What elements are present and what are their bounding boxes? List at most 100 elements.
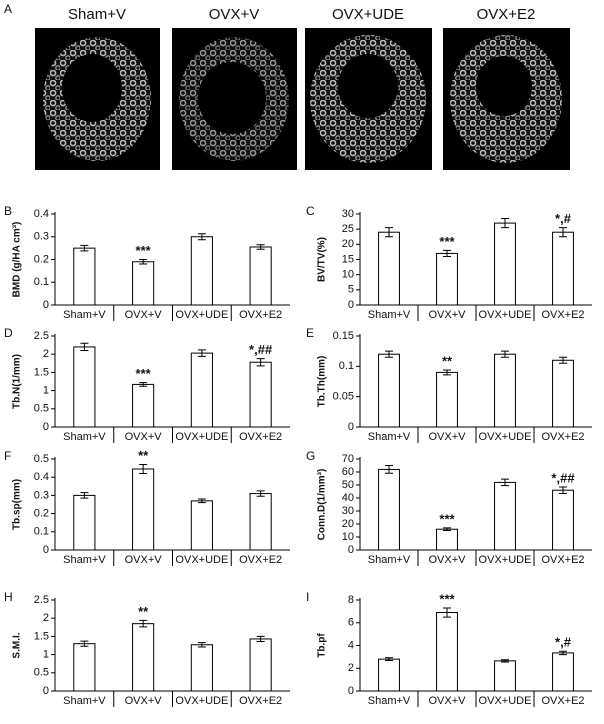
y-tick-label: 0.2	[34, 253, 49, 265]
y-axis-label: Tb.sp(mm)	[12, 479, 23, 530]
error-bar	[80, 342, 89, 352]
error-bar	[501, 478, 509, 487]
y-tick-label: 40	[342, 492, 354, 504]
x-tick-label: OVX+E2	[239, 431, 282, 443]
error-bar	[256, 490, 265, 497]
x-tick-label: OVX+V	[125, 695, 163, 707]
y-tick-label: 20	[342, 518, 354, 530]
panel-letter: A	[4, 2, 12, 16]
y-tick-label: 1.5	[34, 366, 49, 378]
error-bar	[559, 650, 567, 656]
error-bar	[559, 227, 567, 238]
error-bar	[501, 659, 509, 663]
y-axis-label: BV/TV(%)	[317, 237, 328, 282]
error-bar	[385, 465, 393, 474]
bar	[249, 493, 272, 551]
bar	[378, 231, 400, 306]
error-bar	[559, 356, 567, 364]
panel-letter: D	[4, 326, 13, 340]
panel-letter: F	[4, 449, 11, 463]
x-tick-label: OVX+E2	[239, 554, 282, 566]
error-bar	[559, 486, 567, 494]
y-tick-label: 20	[342, 238, 354, 250]
significance-label: ***	[136, 366, 152, 381]
y-tick-label: 2	[43, 612, 49, 624]
y-tick-label: 0	[348, 685, 354, 697]
error-bar	[197, 498, 206, 504]
bar	[73, 494, 96, 551]
x-tick-label: Sham+V	[368, 431, 411, 443]
x-tick-label: OVX+V	[429, 695, 467, 707]
error-bar	[80, 244, 89, 252]
x-tick-label: OVX+E2	[541, 695, 584, 707]
bar	[190, 236, 213, 306]
y-tick-label: 5	[348, 284, 354, 296]
y-axis-label: Tb.Th(mm)	[317, 356, 328, 408]
significance-label: **	[138, 604, 149, 619]
y-tick-label: 30	[342, 208, 354, 220]
significance-label: ***	[439, 591, 455, 606]
y-tick-label: 2	[348, 662, 354, 674]
error-bar	[385, 657, 393, 662]
panel-letter: E	[306, 326, 314, 340]
y-tick-label: 0.5	[34, 667, 49, 679]
bar	[378, 468, 400, 551]
bar	[494, 660, 516, 692]
x-tick-label: OVX+UDE	[175, 695, 228, 707]
y-tick-label: 0	[43, 421, 49, 433]
bar	[73, 247, 96, 306]
significance-label: *,##	[249, 342, 273, 357]
y-tick-label: 60	[342, 466, 354, 478]
significance-label: *,##	[551, 470, 575, 485]
y-tick-label: 4	[348, 639, 354, 651]
x-tick-label: OVX+E2	[541, 431, 584, 443]
y-tick-label: 0	[43, 544, 49, 556]
x-tick-label: OVX+V	[125, 309, 163, 321]
x-tick-label: OVX+V	[125, 431, 163, 443]
y-tick-label: 0.4	[34, 208, 49, 220]
bar	[494, 353, 516, 428]
significance-label: ***	[439, 511, 455, 526]
panel-letter: C	[306, 204, 315, 218]
y-tick-label: 0	[43, 299, 49, 311]
bar	[436, 528, 458, 551]
panel-letter: G	[306, 449, 315, 463]
significance-label: *,#	[555, 635, 572, 650]
image-title: OVX+E2	[477, 6, 536, 23]
y-axis-label: BMD (g/HA cm³)	[12, 222, 23, 298]
y-axis-label: Conn.D(1/mm³)	[317, 469, 328, 541]
significance-label: **	[442, 353, 453, 368]
y-tick-label: 0.05	[333, 391, 354, 403]
x-tick-label: OVX+UDE	[479, 431, 532, 443]
error-bar	[197, 349, 206, 357]
bar	[73, 346, 96, 428]
bar	[552, 652, 574, 692]
x-tick-label: OVX+E2	[541, 309, 584, 321]
error-bar	[501, 218, 509, 229]
bar	[552, 489, 574, 551]
error-bar	[443, 607, 451, 618]
error-bar	[256, 635, 265, 642]
bar	[190, 644, 213, 692]
y-tick-label: 2	[43, 348, 49, 360]
significance-label: ***	[136, 243, 152, 258]
error-bar	[501, 350, 509, 358]
significance-label: ***	[439, 234, 455, 249]
y-tick-label: 0	[348, 299, 354, 311]
x-tick-label: OVX+E2	[239, 695, 282, 707]
error-bar	[256, 244, 265, 250]
bar	[73, 643, 96, 692]
x-tick-label: OVX+UDE	[175, 554, 228, 566]
image-title: OVX+V	[209, 6, 259, 23]
y-tick-label: 0	[348, 544, 354, 556]
error-bar	[385, 350, 393, 358]
bar	[552, 359, 574, 428]
x-tick-label: OVX+V	[429, 431, 467, 443]
x-tick-label: Sham+V	[63, 554, 106, 566]
error-bar	[139, 382, 148, 387]
y-tick-label: 1	[43, 385, 49, 397]
y-tick-label: 50	[342, 479, 354, 491]
y-tick-label: 0.15	[333, 330, 354, 342]
y-tick-label: 0.3	[34, 231, 49, 243]
